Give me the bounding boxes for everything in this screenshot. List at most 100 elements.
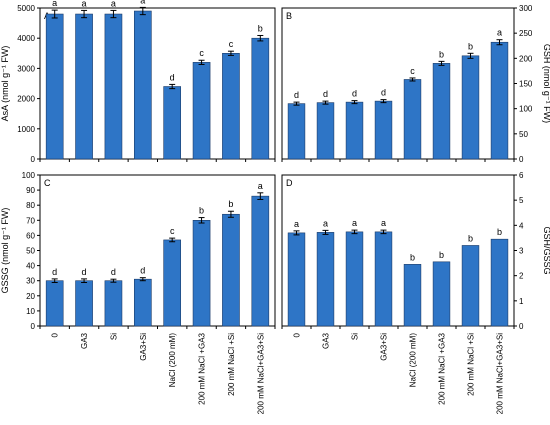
x-category-label: 200 mM NaCl +GA3	[438, 332, 447, 404]
x-category-label: GA3	[322, 332, 331, 349]
x-category-label: Si	[351, 333, 360, 340]
y-axis-title: AsA (nmol g⁻¹ FW)	[0, 46, 10, 122]
significance-letter: b	[258, 23, 263, 33]
y-tick-label: 300	[519, 4, 533, 13]
significance-letter: c	[170, 226, 175, 236]
y-axis-title: GSSG (nmol g⁻¹ FW)	[0, 208, 10, 294]
y-tick-label: 6	[519, 171, 524, 180]
bar	[374, 231, 393, 327]
significance-letter: b	[439, 49, 444, 59]
x-category-label: NaCl (200 mM)	[409, 333, 418, 388]
x-category-label: 200 mM NaCl +Si	[227, 333, 236, 396]
significance-letter: d	[170, 72, 175, 82]
y-tick-label: 30	[26, 277, 35, 286]
significance-letter: a	[323, 218, 328, 228]
bar	[192, 220, 211, 327]
significance-letter: d	[140, 266, 145, 276]
significance-letter: a	[381, 218, 386, 228]
y-tick-label: 90	[26, 186, 35, 195]
bar	[345, 101, 364, 160]
bar	[287, 232, 306, 327]
significance-letter: a	[52, 0, 57, 8]
significance-letter: b	[228, 199, 233, 209]
significance-letter: a	[497, 28, 502, 38]
significance-letter: d	[111, 267, 116, 277]
y-tick-label: 100	[22, 171, 36, 180]
bar	[133, 278, 152, 327]
y-tick-label: 20	[26, 292, 35, 301]
bar	[316, 102, 335, 160]
y-tick-label: 80	[26, 201, 35, 210]
x-category-label: 0	[51, 332, 60, 337]
x-category-label: Si	[109, 333, 118, 340]
bar	[374, 100, 393, 160]
significance-letter: b	[497, 227, 502, 237]
bar	[490, 41, 509, 160]
significance-letter: d	[294, 90, 299, 100]
significance-letter: d	[352, 89, 357, 99]
y-tick-label: 0	[519, 155, 524, 164]
y-tick-label: 5000	[17, 4, 35, 13]
y-tick-label: 10	[26, 307, 35, 316]
significance-letter: b	[199, 206, 204, 216]
y-tick-label: 250	[519, 29, 533, 38]
bar	[75, 280, 93, 327]
bar	[45, 13, 64, 160]
y-tick-label: 2	[519, 272, 524, 281]
bar	[192, 62, 211, 160]
bar	[345, 231, 364, 327]
x-category-label: GA3	[80, 332, 89, 349]
bar	[104, 13, 123, 160]
y-axis-title: GSH (nmol g⁻¹ FW)	[542, 44, 550, 123]
y-tick-label: 0	[31, 322, 36, 331]
panel-letter: B	[286, 11, 292, 21]
y-tick-label: 5	[519, 196, 524, 205]
significance-letter: a	[294, 219, 299, 229]
significance-letter: a	[111, 0, 116, 8]
x-category-label: 200 mM NaCl +GA3	[198, 332, 207, 404]
bar	[251, 195, 270, 327]
bar	[432, 261, 451, 327]
significance-letter: b	[468, 233, 473, 243]
significance-letter: a	[140, 0, 145, 5]
bar	[461, 55, 480, 160]
significance-letter: d	[82, 267, 87, 277]
significance-letter: b	[468, 41, 473, 51]
significance-letter: c	[410, 66, 415, 76]
bar	[104, 280, 123, 327]
y-tick-label: 4000	[17, 34, 35, 43]
significance-letter: d	[381, 88, 386, 98]
significance-letter: b	[410, 252, 415, 262]
y-tick-label: 0	[31, 155, 36, 164]
y-tick-label: 50	[519, 130, 528, 139]
bar	[461, 245, 480, 327]
bar	[222, 52, 240, 160]
bar	[251, 37, 270, 160]
y-tick-label: 3000	[17, 64, 35, 73]
x-category-label: 200 mM NaCl+GA3+Si	[256, 333, 265, 415]
x-category-label: 200 mM NaCl +Si	[467, 333, 476, 396]
y-tick-label: 0	[519, 322, 524, 331]
significance-letter: a	[258, 181, 263, 191]
significance-letter: c	[199, 48, 204, 58]
bar	[490, 238, 509, 327]
x-category-label: GA3+Si	[139, 333, 148, 361]
bar	[287, 103, 306, 160]
y-tick-label: 70	[26, 216, 35, 225]
panel-d: D 0 1 2 3 4 5 6 GSH/GSSG a a a a b b b b 0 GA3 Si GA3+Si NaCl…	[281, 171, 550, 415]
bar	[75, 13, 93, 160]
y-axis-title: GSH/GSSG	[542, 226, 550, 274]
significance-letter: c	[229, 39, 234, 49]
y-tick-label: 50	[26, 247, 35, 256]
bar	[316, 232, 335, 327]
panel-letter: C	[44, 178, 51, 188]
significance-letter: d	[323, 89, 328, 99]
significance-letter: a	[82, 0, 87, 8]
x-category-label: NaCl (200 mM)	[168, 333, 177, 388]
y-tick-label: 1	[519, 297, 524, 306]
x-category-label: 200 mM NaCl+GA3+Si	[496, 333, 505, 415]
y-tick-label: 40	[26, 262, 35, 271]
significance-letter: a	[352, 218, 357, 228]
bar	[163, 86, 182, 160]
